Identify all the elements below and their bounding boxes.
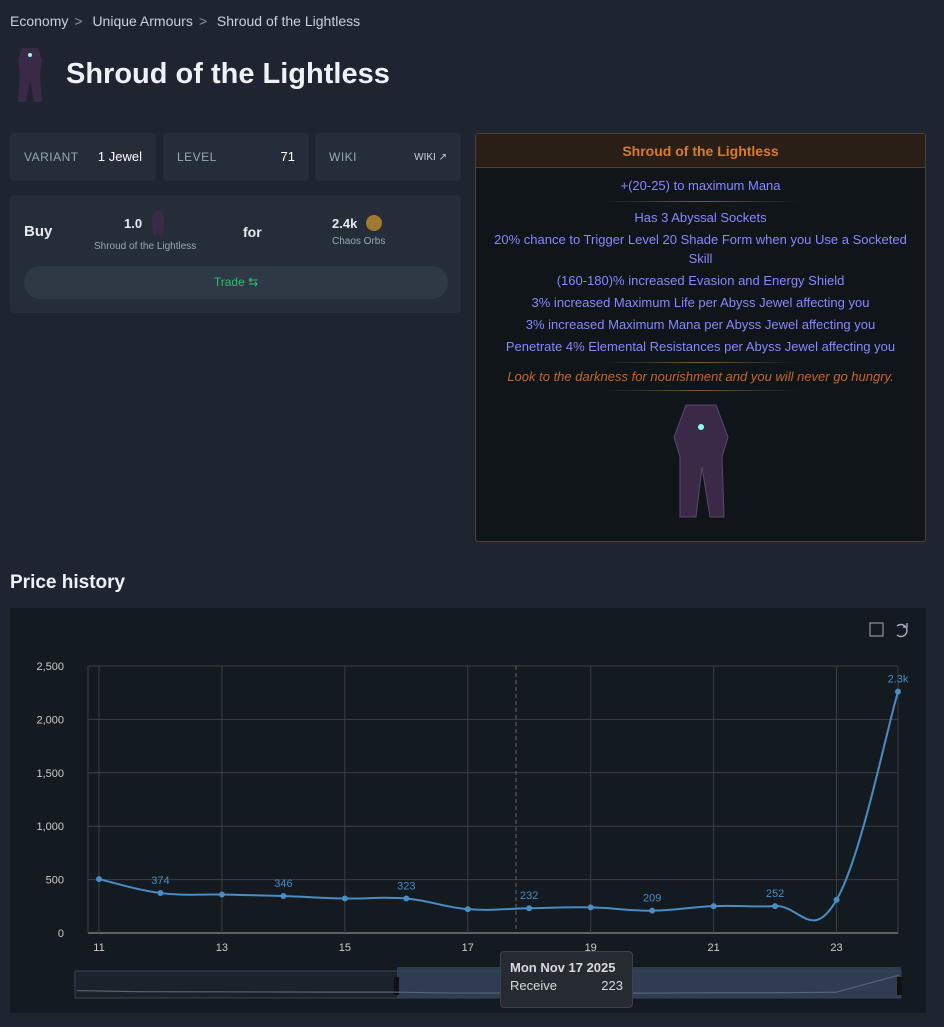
y-tick-label: 500 [46,875,64,887]
data-label: 252 [766,888,784,900]
trade-card: Buy 1.0 Shroud of the Lightless for 2.4k… [10,195,461,313]
variant-value: 1 Jewel [97,149,142,164]
datazoom-handle-left[interactable] [394,977,399,995]
data-point [587,904,594,911]
y-tick-label: 1,000 [36,821,64,833]
item-small-icon [152,211,164,235]
breadcrumb-separator: > [198,13,208,29]
data-label: 374 [151,875,169,887]
data-label: 2.3k [888,674,909,686]
data-point [710,903,717,910]
x-tick-label: 23 [830,942,842,954]
explicit-mod: 20% chance to Trigger Level 20 Shade For… [494,232,907,266]
buy-label: Buy [24,223,53,240]
item-icon [18,48,42,102]
y-tick-label: 0 [58,928,64,940]
price-value: 2.4k [332,216,358,231]
data-label: 346 [274,878,292,890]
wiki-card: WIKI WIKI ↗ [315,133,461,181]
buy-item-name: Shroud of the Lightless [94,241,197,252]
separator [600,362,801,363]
item-art [672,404,729,518]
page-title: Shroud of the Lightless [66,58,390,90]
breadcrumb: Economy > Unique Armours > Shroud of the L… [10,13,366,29]
data-label: 323 [397,881,415,893]
breadcrumb-separator: > [74,13,83,29]
variant-card: VARIANT 1 Jewel [10,133,156,181]
explicit-mod: Penetrate 4% Elemental Resistances per A… [505,339,896,354]
price-line [98,691,899,922]
breadcrumb-current: Shroud of the Lightless [216,13,361,29]
explicit-mod: (160-180)% increased Evasion and Energy … [556,273,845,288]
buy-amount: 1.0 [124,216,143,231]
tooltip-date: Mon Nov 17 2025 [510,960,616,975]
data-point [464,906,471,913]
x-tick-label: 11 [93,942,104,954]
tooltip-label: Receive [510,978,557,993]
datazoom-handle-right[interactable] [897,977,902,995]
data-point [895,688,901,695]
explicit-mod: 3% increased Maximum Mana per Abyss Jewe… [525,317,876,332]
implicit-mod: +(20-25) to maximum Mana [620,178,781,193]
level-card: LEVEL 71 [163,133,309,181]
section-title: Price history [10,572,126,593]
y-tick-label: 2,000 [36,714,64,726]
explicit-mod: Has 3 Abyssal Sockets [634,210,767,225]
item-tooltip: Shroud of the Lightless +(20-25) to maxi… [475,133,926,542]
explicit-mod: 3% increased Maximum Life per Abyss Jewe… [531,295,870,310]
data-point [157,890,164,897]
data-point [341,895,348,902]
external-link-icon: ↗ [438,152,447,163]
fullscreen-icon[interactable] [869,622,884,637]
for-label: for [243,224,262,240]
y-tick-label: 1,500 [36,768,64,780]
x-tick-label: 17 [462,942,474,954]
trade-button[interactable]: Trade ⇆ [24,266,448,299]
data-point [96,876,102,883]
x-tick-label: 21 [707,942,719,954]
data-point [280,893,287,900]
chart-tooltip: Mon Nov 17 2025 Receive 223 [500,951,633,1008]
separator [600,390,801,391]
data-label: 232 [520,890,538,902]
x-tick-label: 15 [339,942,351,954]
wiki-label: WIKI [329,150,357,164]
level-label: LEVEL [177,150,217,164]
refresh-icon[interactable] [896,623,908,638]
wiki-link[interactable]: WIKI ↗ [414,152,447,163]
level-value: 71 [280,149,295,164]
variant-label: VARIANT [24,150,79,164]
x-tick-label: 13 [216,942,228,954]
data-label: 209 [643,893,661,905]
breadcrumb-unique-armours[interactable]: Unique Armours [92,13,193,29]
data-point [772,903,779,910]
datazoom-preview [76,974,900,994]
data-point [218,891,225,898]
data-point [833,896,840,903]
currency-name: Chaos Orbs [332,236,386,247]
y-tick-label: 2,500 [36,661,64,673]
wiki-link-text: WIKI [414,152,436,163]
item-tooltip-name: Shroud of the Lightless [476,134,925,168]
data-point [649,907,656,914]
separator [600,201,801,202]
flavor-text: Look to the darkness for nourishment and… [507,369,894,384]
breadcrumb-economy[interactable]: Economy [10,13,69,29]
data-point [403,895,410,902]
tooltip-value: 223 [601,978,623,993]
chaos-orb-icon [366,215,382,231]
data-point [526,905,533,912]
